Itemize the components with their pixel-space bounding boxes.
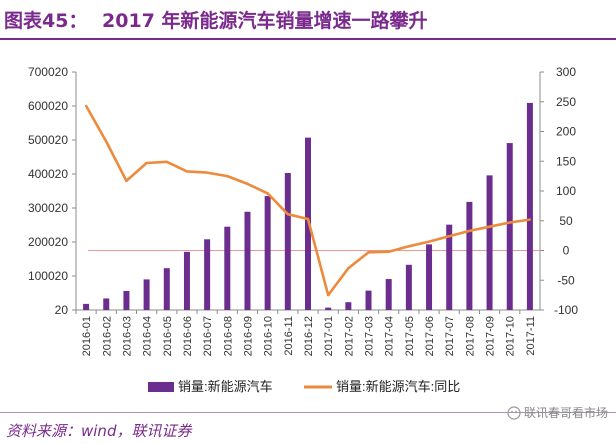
chart-canvas: 7000206000205000204000203000202000201000…: [28, 65, 578, 394]
x-tick-label: 2016-11: [283, 316, 295, 356]
x-tick-label: 2017-08: [464, 316, 476, 356]
bar-sales: [405, 264, 412, 310]
x-tick-label: 2016-12: [303, 316, 315, 356]
x-tick-label: 2017-01: [323, 316, 335, 356]
x-tick-label: 2017-05: [404, 316, 416, 356]
bar-sales: [486, 175, 493, 310]
line-yoy-point: [165, 160, 168, 164]
source-note: 资料来源：wind，联讯证券: [6, 422, 192, 440]
line-yoy-point: [286, 213, 290, 216]
x-tick-label: 2016-09: [242, 316, 254, 356]
y-right-tick-label: -50: [557, 273, 575, 287]
line-yoy-point: [407, 245, 411, 248]
y-left-tick-label: 100020: [28, 269, 68, 283]
line-yoy-point: [125, 179, 128, 183]
wechat-icon: [507, 405, 521, 420]
bar-sales: [224, 226, 231, 310]
x-tick-label: 2017-07: [444, 316, 456, 356]
line-yoy-point: [448, 235, 451, 238]
line-yoy-point: [528, 218, 532, 221]
bar-sales: [183, 251, 190, 310]
bar-sales: [365, 290, 372, 310]
bar-sales: [163, 268, 170, 310]
x-tick-label: 2017-11: [525, 316, 537, 356]
legend-swatch-bar: [148, 382, 174, 392]
y-right-tick-label: 300: [556, 65, 576, 79]
x-tick-label: 2016-01: [81, 316, 93, 356]
y-left-tick-label: 300020: [28, 201, 68, 215]
line-yoy-point: [488, 225, 491, 228]
line-yoy-point: [347, 267, 350, 270]
bar-sales: [103, 298, 110, 310]
y-right-tick-label: 50: [559, 214, 573, 228]
x-tick-label: 2016-07: [202, 316, 214, 356]
bar-sales: [264, 196, 271, 310]
line-yoy-point: [427, 240, 431, 243]
footer-divider: [0, 412, 616, 413]
line-yoy-point: [508, 221, 511, 224]
bar-sales: [83, 303, 90, 310]
x-tick-label: 2016-10: [263, 316, 275, 356]
bar-sales: [123, 290, 130, 310]
line-yoy-point: [326, 293, 330, 297]
legend-label-line: 销量:新能源汽车:同比: [336, 379, 460, 394]
y-left-tick-label: 500020: [28, 133, 68, 147]
x-tick-label: 2017-06: [424, 316, 436, 356]
x-tick-label: 2017-02: [343, 316, 355, 356]
legend-label-bar: 销量:新能源汽车: [178, 379, 273, 394]
bar-sales: [204, 239, 211, 310]
line-yoy-point: [246, 182, 249, 186]
x-tick-label: 2017-03: [364, 316, 376, 356]
chart-title: 2017 年新能源汽车销量增速一路攀升: [102, 10, 428, 32]
line-yoy-point: [387, 250, 390, 253]
bar-sales: [345, 302, 352, 310]
x-tick-label: 2017-09: [485, 316, 497, 356]
line-yoy-point: [205, 171, 209, 174]
y-left-tick-label: 700020: [28, 65, 68, 79]
bar-sales: [446, 224, 453, 310]
bar-sales: [426, 244, 433, 310]
y-right-tick-label: 150: [556, 154, 576, 168]
line-yoy-point: [145, 161, 148, 165]
watermark: 联讯春哥看市场: [507, 404, 608, 421]
figure-label: 图表45：: [4, 10, 88, 32]
bar-sales: [466, 201, 473, 310]
line-yoy-point: [185, 170, 189, 173]
title-divider: [0, 38, 616, 40]
bar-sales: [506, 143, 513, 310]
y-right-tick-label: -100: [554, 303, 578, 317]
x-tick-label: 2016-08: [222, 316, 234, 356]
y-left-tick-label: 20: [55, 303, 69, 317]
bar-sales: [244, 211, 251, 310]
bar-sales: [385, 279, 392, 310]
y-left-tick-label: 200020: [28, 235, 68, 249]
line-yoy-point: [226, 174, 229, 178]
bar-sales: [325, 307, 332, 310]
watermark-text: 联讯春哥看市场: [523, 406, 608, 420]
x-tick-label: 2016-06: [182, 316, 194, 356]
x-tick-label: 2016-03: [121, 316, 133, 356]
x-tick-label: 2016-05: [162, 316, 174, 356]
line-yoy-point: [105, 140, 108, 143]
bar-sales: [526, 102, 533, 310]
line-yoy-point: [306, 217, 310, 221]
y-right-tick-label: 100: [556, 184, 576, 198]
x-tick-label: 2016-02: [101, 316, 113, 356]
y-right-tick-label: 0: [563, 244, 570, 258]
line-yoy-point: [468, 229, 471, 233]
x-tick-label: 2016-04: [142, 316, 154, 356]
line-yoy-point: [84, 104, 88, 108]
y-right-tick-label: 200: [556, 125, 576, 139]
y-right-tick-label: 250: [556, 95, 576, 109]
line-yoy-point: [266, 192, 269, 195]
bar-sales: [284, 172, 291, 310]
x-tick-label: 2017-10: [505, 316, 517, 356]
y-left-tick-label: 600020: [28, 99, 68, 113]
y-left-tick-label: 400020: [28, 167, 68, 181]
figure-header: 图表45： 2017 年新能源汽车销量增速一路攀升: [0, 0, 616, 36]
bar-sales: [143, 279, 150, 310]
line-yoy-point: [367, 251, 370, 254]
x-tick-label: 2017-04: [384, 316, 396, 356]
